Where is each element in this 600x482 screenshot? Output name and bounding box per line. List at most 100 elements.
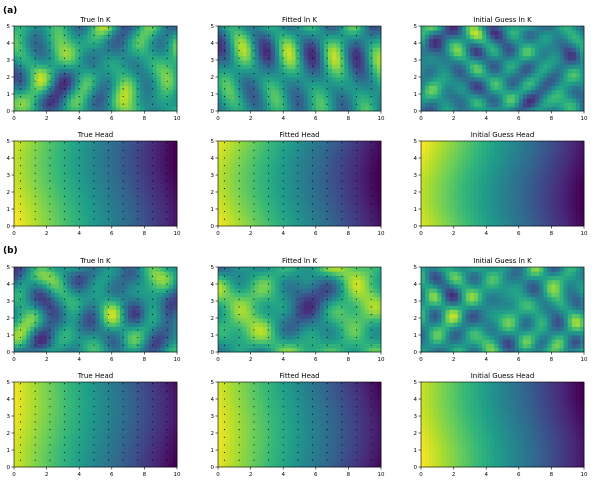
heatmap-cell (140, 149, 145, 155)
observation-point (49, 188, 51, 190)
heatmap-cell (559, 68, 565, 74)
heatmap-cell (79, 204, 84, 210)
heatmap-cell (364, 60, 370, 65)
heatmap-cell (547, 85, 552, 91)
heatmap-cell (425, 221, 430, 227)
heatmap-cell (279, 145, 284, 150)
heatmap-cell (372, 158, 378, 163)
heatmap-cell (336, 72, 341, 78)
heatmap-cell (344, 192, 349, 197)
heatmap-cell (54, 200, 60, 206)
heatmap-cell (473, 221, 479, 227)
heatmap-cell (563, 64, 569, 69)
observation-point (238, 34, 240, 36)
x-tick-label: 10 (581, 116, 588, 122)
heatmap-cell (230, 72, 235, 78)
heatmap-cell (226, 51, 231, 57)
heatmap-cell (486, 213, 491, 218)
heatmap-cell (250, 85, 256, 91)
heatmap-cell (111, 175, 117, 180)
observation-point (137, 157, 139, 159)
heatmap-cell (66, 209, 72, 214)
heatmap-cell (71, 98, 76, 103)
heatmap-cell (262, 81, 268, 86)
heatmap-cell (303, 141, 309, 146)
heatmap-cell (453, 192, 459, 197)
heatmap-cell (95, 38, 100, 44)
observation-point (122, 188, 124, 190)
heatmap-cell (547, 94, 552, 99)
heatmap-cell (319, 149, 325, 155)
heatmap-cell (336, 102, 341, 108)
heatmap-cell (360, 51, 366, 57)
heatmap-cell (453, 204, 459, 210)
heatmap-cell (336, 51, 341, 57)
heatmap-cell (26, 34, 31, 40)
heatmap-cell (38, 102, 43, 108)
heatmap-cell (275, 43, 280, 48)
observation-point (93, 65, 95, 67)
heatmap-cell (283, 81, 288, 86)
heatmap-cell (246, 89, 252, 95)
heatmap-cell (494, 85, 499, 91)
heatmap-cell (433, 81, 438, 86)
heatmap-cell (348, 64, 353, 69)
heatmap-cell (258, 166, 264, 172)
heatmap-cell (71, 68, 76, 74)
heatmap-cell (425, 209, 430, 214)
heatmap-cell (218, 213, 223, 218)
heatmap-cell (279, 221, 284, 227)
heatmap-cell (364, 153, 370, 159)
heatmap-cell (502, 213, 507, 218)
heatmap-cell (469, 221, 475, 227)
heatmap-cell (299, 64, 304, 69)
heatmap-cell (83, 72, 88, 78)
heatmap-cell (311, 209, 317, 214)
heatmap-cell (465, 64, 471, 69)
heatmap-cell (124, 89, 129, 95)
heatmap-cell (258, 179, 264, 184)
heatmap-cell (119, 26, 125, 31)
heatmap-cell (38, 72, 43, 78)
heatmap-cell (62, 38, 68, 44)
heatmap-cell (258, 85, 264, 91)
heatmap-cell (262, 89, 268, 95)
heatmap-cell (356, 175, 362, 180)
heatmap-cell (226, 213, 231, 218)
heatmap-cell (328, 221, 333, 227)
heatmap-cell (575, 30, 581, 35)
heatmap-cell (360, 34, 366, 40)
heatmap-cell (457, 221, 463, 227)
heatmap-cell (303, 200, 309, 206)
heatmap-cell (307, 209, 313, 214)
heatmap-cell (71, 38, 76, 44)
observation-point (253, 149, 255, 151)
heatmap-cell (34, 77, 39, 82)
heatmap-cell (551, 68, 556, 74)
heatmap-cell (140, 217, 145, 223)
heatmap-cell (136, 89, 141, 95)
heatmap-cell (336, 98, 341, 103)
heatmap-cell (498, 89, 503, 95)
heatmap-cell (543, 217, 548, 223)
heatmap-cell (352, 81, 357, 86)
heatmap-cell (119, 162, 125, 167)
heatmap-cell (26, 51, 31, 57)
heatmap-cell (287, 34, 292, 40)
heatmap-cell (311, 55, 317, 61)
heatmap-cell (140, 200, 145, 206)
heatmap-cell (486, 30, 491, 35)
heatmap-cell (539, 209, 544, 214)
heatmap-cell (372, 221, 378, 227)
heatmap-cell (238, 72, 243, 78)
heatmap-cell (551, 209, 556, 214)
heatmap-cell (275, 209, 280, 214)
heatmap-cell (441, 51, 446, 57)
heatmap-cell (559, 102, 565, 108)
heatmap-cell (303, 26, 309, 31)
heatmap-cell (340, 204, 345, 210)
heatmap-cell (287, 187, 292, 193)
heatmap-cell (344, 204, 349, 210)
heatmap-cell (356, 43, 362, 48)
heatmap-cell (99, 26, 105, 31)
